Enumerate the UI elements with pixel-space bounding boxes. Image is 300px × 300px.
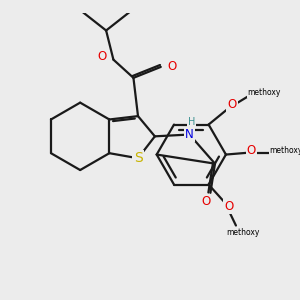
Text: N: N bbox=[185, 128, 194, 141]
Text: O: O bbox=[247, 144, 256, 158]
Text: O: O bbox=[201, 195, 211, 208]
Text: O: O bbox=[98, 50, 107, 63]
Text: methoxy: methoxy bbox=[269, 146, 300, 155]
Text: S: S bbox=[134, 151, 142, 165]
Text: methoxy: methoxy bbox=[248, 88, 281, 97]
Text: H: H bbox=[188, 117, 195, 127]
Text: O: O bbox=[224, 200, 233, 213]
Text: methoxy: methoxy bbox=[226, 228, 260, 237]
Text: O: O bbox=[228, 98, 237, 111]
Text: O: O bbox=[167, 60, 176, 74]
